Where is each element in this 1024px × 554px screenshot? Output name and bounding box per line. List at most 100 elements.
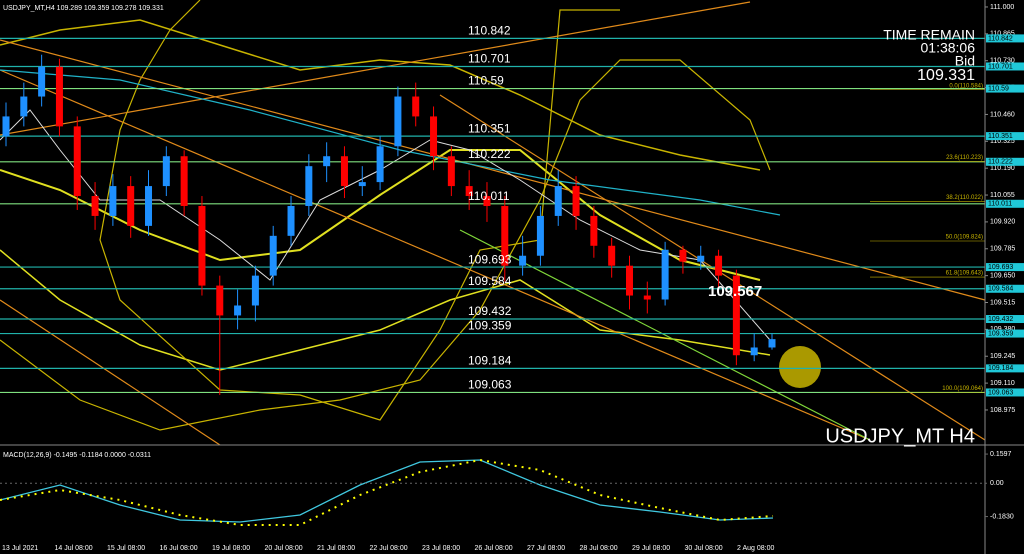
level-label: 109.432 [468, 304, 512, 318]
candle-body [732, 275, 740, 356]
macd-lines [0, 458, 774, 526]
candle-body [715, 255, 723, 276]
x-tick-label: 19 Jul 08:00 [212, 545, 250, 552]
candle-body [269, 235, 277, 276]
x-tick-label: 26 Jul 08:00 [475, 545, 513, 552]
fib-label: 23.6(110.223) [946, 155, 983, 161]
level-box [986, 315, 1024, 324]
info-text: TIME REMAIN [883, 27, 975, 43]
x-tick-label: 21 Jul 08:00 [317, 545, 355, 552]
x-tick-label: 28 Jul 08:00 [580, 545, 618, 552]
macd-tick-label: 0.1597 [990, 451, 1012, 458]
y-tick-label: 109.650 [990, 272, 1015, 279]
x-tick-label: 27 Jul 08:00 [527, 545, 565, 552]
level-box [986, 284, 1024, 293]
candle-body [697, 255, 705, 262]
level-box-label: 109.063 [988, 389, 1013, 396]
x-tick-label: 23 Jul 08:00 [422, 545, 460, 552]
candle-body [180, 156, 188, 206]
level-label: 109.063 [468, 378, 512, 392]
candle-body [20, 96, 28, 117]
level-box-label: 109.184 [988, 365, 1013, 372]
level-box-label: 109.693 [988, 264, 1013, 271]
y-tick-label: 110.730 [990, 58, 1015, 65]
level-box-label: 110.701 [988, 63, 1013, 70]
level-label: 110.351 [468, 121, 511, 135]
macd-line [0, 459, 774, 523]
level-box-label: 109.584 [988, 286, 1013, 293]
watermark: USDJPY_MT H4 [825, 425, 975, 447]
candle-body [750, 347, 758, 356]
candle-body [554, 186, 562, 216]
trendline [0, 69, 871, 441]
candle-body [679, 249, 687, 262]
fib-label: 61.8(109.643) [946, 271, 983, 277]
candle-body [465, 186, 473, 197]
x-tick-label: 15 Jul 08:00 [107, 545, 145, 552]
candle-body [590, 215, 598, 246]
candle-body [376, 146, 384, 183]
y-tick-label: 109.785 [990, 246, 1015, 253]
level-label: 109.584 [468, 274, 512, 288]
level-box-label: 110.222 [988, 159, 1013, 166]
candle-body [145, 186, 153, 226]
trendline [459, 229, 871, 441]
level-box-label: 109.432 [988, 316, 1013, 323]
level-box [986, 364, 1024, 373]
level-box [986, 199, 1024, 208]
level-box [986, 329, 1024, 338]
candle-body [340, 156, 348, 187]
candle-body [661, 249, 669, 300]
candle-body [430, 116, 438, 157]
level-label: 110.701 [468, 52, 511, 66]
trendline [0, 299, 221, 446]
y-tick-label: 109.110 [990, 380, 1015, 387]
candle-body [501, 205, 509, 266]
candle-body [519, 255, 527, 266]
candle-body [91, 196, 99, 216]
y-tick-label: 110.865 [990, 31, 1015, 38]
candle-body [447, 156, 455, 187]
candle-body [198, 205, 206, 286]
level-box [986, 157, 1024, 166]
candle-body [2, 116, 10, 137]
candle-body [251, 275, 259, 306]
trendline [0, 39, 986, 301]
y-tick-label: 110.460 [990, 111, 1015, 118]
candle-body [536, 215, 544, 256]
candle-body [55, 66, 63, 127]
level-box-label: 110.011 [988, 201, 1012, 208]
candle-body [73, 126, 81, 197]
trendline [0, 1, 751, 136]
x-tick-label: 16 Jul 08:00 [160, 545, 198, 552]
level-label: 109.693 [468, 252, 512, 266]
candle-body [109, 186, 117, 216]
y-tick-label: 109.515 [990, 299, 1015, 306]
level-label: 109.359 [468, 319, 512, 333]
fib-label: 0.0(110.584) [949, 83, 983, 89]
level-box-label: 110.842 [988, 35, 1013, 42]
candle-body [287, 205, 295, 236]
candle-body [305, 166, 313, 206]
level-box-label: 110.351 [988, 133, 1013, 140]
x-tick-label: 20 Jul 08:00 [265, 545, 303, 552]
candle-body [625, 265, 633, 296]
envelope [0, 59, 771, 431]
level-box [986, 263, 1024, 272]
highlight-circle [779, 346, 821, 388]
y-tick-label: 110.190 [990, 165, 1015, 172]
candle-body [358, 182, 366, 187]
level-box [986, 388, 1024, 397]
candle-body [608, 245, 616, 266]
y-tick-label: 110.325 [990, 138, 1015, 145]
x-tick-label: 2 Aug 08:00 [737, 545, 774, 552]
candle-body [127, 186, 135, 226]
price-panel [0, 37, 985, 396]
bollinger-upper [0, 19, 761, 171]
fib-label: 100.0(109.064) [942, 386, 983, 392]
candle-body [162, 156, 170, 187]
level-box [986, 132, 1024, 141]
candle-body [643, 295, 651, 300]
chart-title: USDJPY_MT,H4 109.289 109.359 109.278 109… [3, 5, 164, 12]
